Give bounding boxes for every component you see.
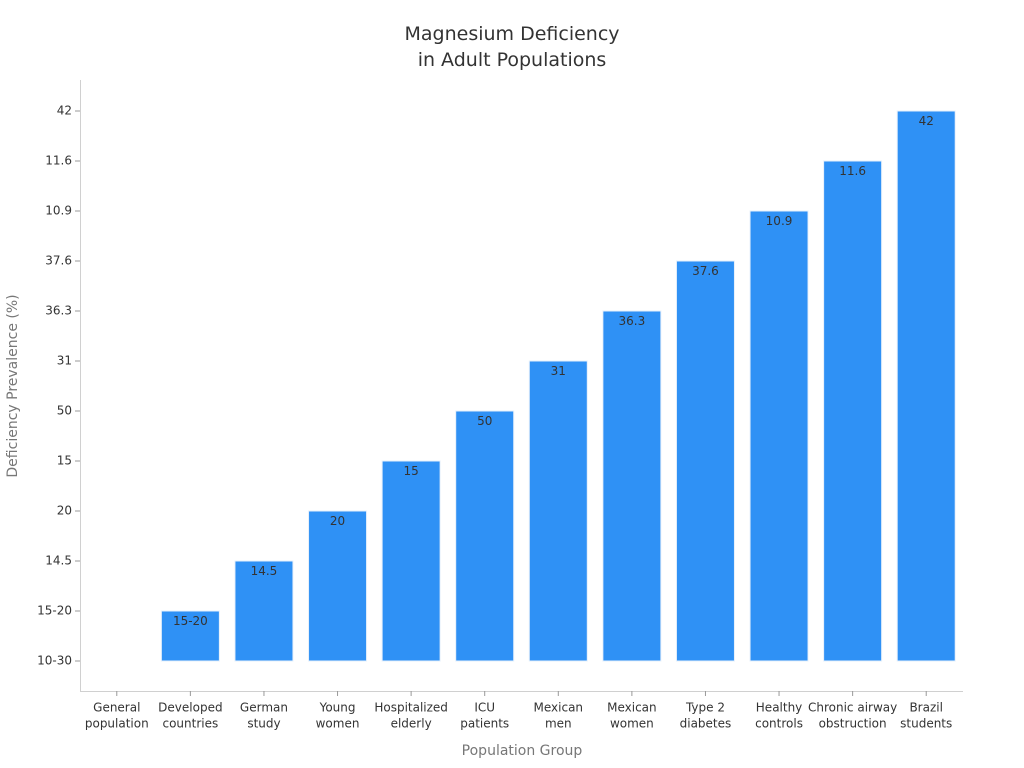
y-tick-label: 15 bbox=[57, 454, 72, 468]
bar bbox=[896, 110, 956, 662]
y-tick-label: 14.5 bbox=[45, 554, 72, 568]
x-tick-label: diabetes bbox=[680, 717, 732, 731]
x-tick-label: controls bbox=[755, 717, 803, 731]
bar bbox=[381, 460, 441, 662]
x-tick-label: Developed bbox=[158, 701, 222, 715]
x-tick-label: German bbox=[240, 701, 288, 715]
y-tick-label: 37.6 bbox=[45, 254, 72, 268]
x-tick-label: students bbox=[900, 717, 952, 731]
y-tick-label: 10.9 bbox=[45, 204, 72, 218]
x-tick-label: countries bbox=[162, 717, 218, 731]
y-tick-label: 31 bbox=[57, 354, 72, 368]
y-tick-label: 20 bbox=[57, 504, 72, 518]
data-label: 20 bbox=[330, 514, 345, 528]
data-label: 11.6 bbox=[839, 164, 866, 178]
bar bbox=[675, 260, 735, 662]
y-tick-label: 36.3 bbox=[45, 304, 72, 318]
chart-title: in Adult Populations bbox=[418, 49, 607, 71]
x-tick-label: patients bbox=[460, 717, 509, 731]
x-tick-label: study bbox=[247, 717, 280, 731]
x-tick-label: Young bbox=[319, 701, 356, 715]
y-tick-label: 42 bbox=[57, 104, 72, 118]
data-label: 50 bbox=[477, 414, 492, 428]
bar bbox=[823, 160, 883, 662]
bar bbox=[602, 310, 662, 662]
data-label: 37.6 bbox=[692, 264, 719, 278]
x-tick-label: Brazil bbox=[909, 701, 943, 715]
data-label: 15-20 bbox=[173, 614, 208, 628]
data-label: 10.9 bbox=[766, 214, 793, 228]
x-tick-label: Mexican bbox=[607, 701, 657, 715]
bar bbox=[308, 510, 368, 662]
bar bbox=[160, 610, 220, 662]
x-tick-label: General bbox=[93, 701, 140, 715]
y-tick-label: 11.6 bbox=[45, 154, 72, 168]
y-tick-label: 15-20 bbox=[37, 604, 72, 618]
x-tick-label: Mexican bbox=[534, 701, 584, 715]
x-tick-label: Healthy bbox=[756, 701, 803, 715]
bar bbox=[234, 560, 294, 662]
chart-title: Magnesium Deficiency bbox=[404, 23, 619, 45]
data-label: 31 bbox=[551, 364, 566, 378]
data-label: 36.3 bbox=[619, 314, 646, 328]
x-tick-label: Type 2 bbox=[685, 701, 725, 715]
data-label: 15 bbox=[403, 464, 418, 478]
x-tick-label: Chronic airway bbox=[808, 701, 897, 715]
y-tick-label: 10-30 bbox=[37, 654, 72, 668]
x-tick-label: women bbox=[316, 717, 360, 731]
x-tick-label: Hospitalized bbox=[374, 701, 448, 715]
x-tick-label: men bbox=[545, 717, 572, 731]
data-label: 14.5 bbox=[251, 564, 278, 578]
x-tick-label: obstruction bbox=[819, 717, 887, 731]
x-tick-label: ICU bbox=[474, 701, 495, 715]
x-tick-label: population bbox=[85, 717, 149, 731]
bar bbox=[749, 210, 809, 662]
bar bbox=[528, 360, 588, 662]
y-axis-title: Deficiency Prevalence (%) bbox=[5, 294, 21, 477]
x-tick-label: elderly bbox=[391, 717, 432, 731]
bar bbox=[455, 410, 515, 662]
x-tick-label: women bbox=[610, 717, 654, 731]
y-tick-label: 50 bbox=[57, 404, 72, 418]
data-label: 42 bbox=[919, 114, 934, 128]
x-axis-title: Population Group bbox=[462, 743, 583, 759]
